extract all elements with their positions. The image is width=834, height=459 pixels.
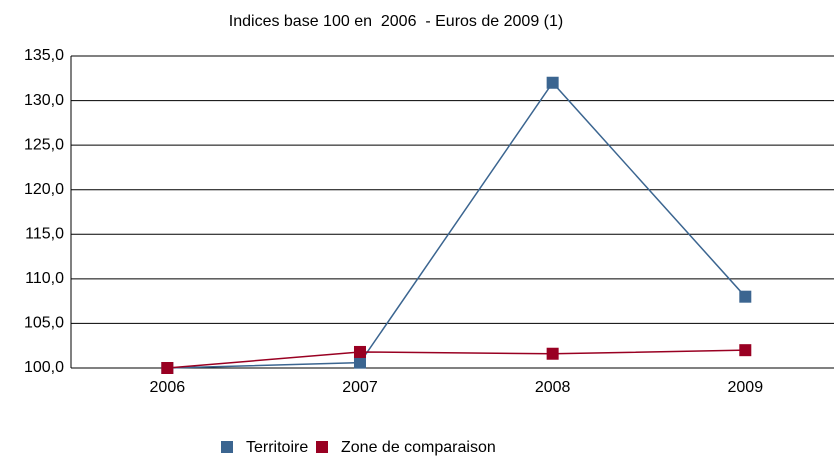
series-line	[167, 81, 746, 369]
marker	[353, 356, 366, 369]
legend-swatch	[316, 441, 328, 453]
marker	[161, 362, 174, 374]
marker	[546, 347, 559, 360]
marker	[546, 76, 559, 89]
chart-title: Indices base 100 en 2006 - Euros de 2009…	[229, 13, 563, 30]
y-tick-label: 125,0	[24, 136, 64, 153]
y-tick-label: 130,0	[24, 92, 64, 109]
y-tick-label: 120,0	[24, 181, 64, 198]
marker	[739, 290, 752, 303]
y-tick-label: 105,0	[24, 315, 64, 332]
x-tick-label: 2007	[342, 379, 378, 396]
legend-swatch	[221, 441, 233, 453]
legend-label: Territoire	[246, 439, 308, 456]
x-tick-label: 2009	[728, 379, 764, 396]
y-tick-label: 110,0	[25, 270, 64, 287]
y-tick-label: 100,0	[24, 359, 64, 376]
y-tick-label: 115,0	[25, 226, 64, 243]
legend-label: Zone de comparaison	[341, 439, 496, 456]
marker	[739, 344, 752, 357]
marker	[353, 345, 366, 358]
x-tick-label: 2006	[150, 379, 186, 396]
y-tick-label: 135,0	[24, 47, 64, 64]
series-line	[167, 349, 746, 369]
x-tick-label: 2008	[535, 379, 571, 396]
